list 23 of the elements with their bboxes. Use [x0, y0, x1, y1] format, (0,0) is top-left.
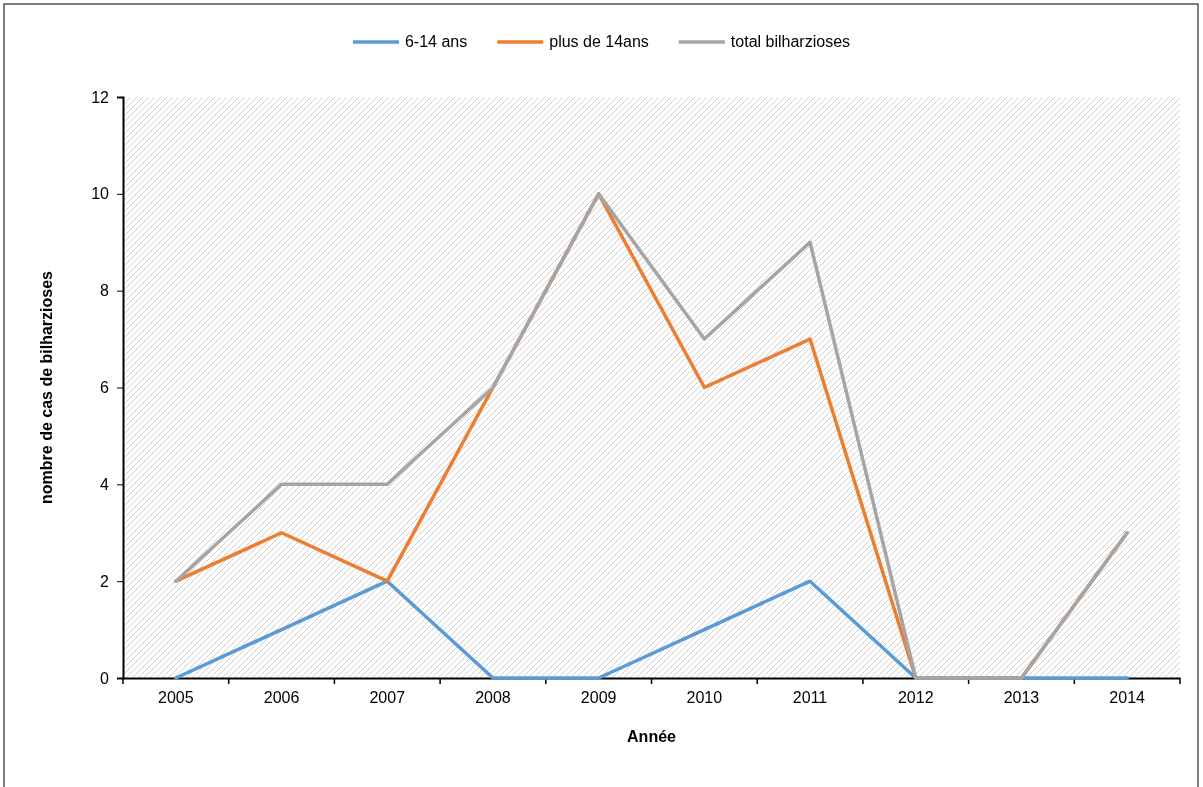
- x-tick-label: 2010: [686, 689, 723, 707]
- legend-label: total bilharzioses: [730, 33, 851, 50]
- y-tick-label: 12: [91, 88, 110, 106]
- legend-label: 6-14 ans: [404, 33, 468, 50]
- y-tick-label: 10: [91, 185, 110, 203]
- x-tick-label: 2006: [263, 689, 300, 707]
- y-tick-label: 4: [100, 475, 110, 493]
- x-tick-label: 2012: [897, 689, 934, 707]
- y-tick-label: 0: [100, 669, 110, 687]
- x-tick-label: 2005: [158, 689, 194, 707]
- y-tick-label: 6: [100, 379, 110, 397]
- x-tick-label: 2007: [369, 689, 406, 707]
- x-tick-label: 2014: [1109, 689, 1146, 707]
- x-axis-title: Année: [627, 728, 677, 745]
- y-tick-label: 8: [100, 282, 110, 300]
- y-tick-label: 2: [100, 572, 110, 590]
- line-series: [174, 192, 1129, 680]
- x-tick-label: 2008: [475, 689, 511, 707]
- y-axis-title: nombre de cas de bilharzioses: [38, 270, 55, 504]
- x-tick-label: 2013: [1003, 689, 1040, 707]
- x-tick-label: 2011: [792, 689, 828, 707]
- legend-label: plus de 14ans: [549, 33, 649, 50]
- x-tick-label: 2009: [580, 689, 617, 707]
